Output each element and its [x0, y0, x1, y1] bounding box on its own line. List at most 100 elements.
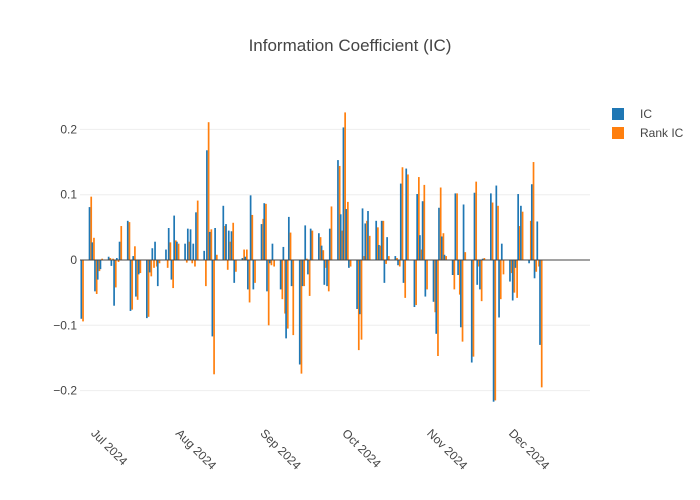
bar-rank-ic[interactable] [418, 177, 420, 260]
bar-rank-ic[interactable] [158, 260, 161, 264]
bar-rank-ic[interactable] [251, 214, 254, 260]
bar-ic[interactable] [498, 260, 500, 318]
bar-rank-ic[interactable] [210, 229, 213, 260]
bar-ic[interactable] [457, 260, 459, 276]
bar-rank-ic[interactable] [344, 112, 346, 260]
bar-ic[interactable] [137, 260, 140, 275]
legend[interactable]: IC Rank IC [612, 107, 684, 140]
bar-ic[interactable] [214, 228, 216, 260]
bar-ic[interactable] [470, 260, 473, 363]
bar-rank-ic[interactable] [254, 260, 256, 283]
bar-ic[interactable] [438, 207, 440, 260]
bar-rank-ic[interactable] [188, 241, 191, 260]
bar-rank-ic[interactable] [284, 260, 286, 314]
bar-ic[interactable] [241, 258, 244, 260]
legend-item-ic[interactable]: IC [612, 107, 652, 121]
bar-ic[interactable] [364, 223, 367, 260]
bar-ic[interactable] [225, 224, 227, 260]
bar-ic[interactable] [271, 243, 274, 260]
bar-ic[interactable] [110, 260, 113, 266]
bar-ic[interactable] [285, 260, 287, 339]
bar-rank-ic[interactable] [464, 252, 467, 260]
bar-ic[interactable] [380, 220, 383, 260]
bar-rank-ic[interactable] [215, 254, 218, 260]
bar-rank-ic[interactable] [538, 260, 540, 267]
bar-ic[interactable] [413, 260, 416, 308]
bar-rank-ic[interactable] [377, 227, 379, 260]
bar-rank-ic[interactable] [387, 256, 390, 260]
bar-ic[interactable] [282, 246, 285, 260]
bar-rank-ic[interactable] [404, 260, 407, 298]
bar-ic[interactable] [539, 260, 541, 345]
bar-ic[interactable] [356, 260, 358, 309]
bar-ic[interactable] [337, 160, 339, 260]
bar-rank-ic[interactable] [226, 260, 229, 270]
bar-rank-ic[interactable] [224, 226, 226, 260]
bar-rank-ic[interactable] [535, 260, 538, 272]
bar-ic[interactable] [233, 260, 236, 283]
bar-ic[interactable] [514, 260, 517, 268]
bar-ic[interactable] [91, 242, 94, 260]
bar-rank-ic[interactable] [243, 249, 245, 260]
bar-rank-ic[interactable] [480, 260, 483, 302]
bar-ic[interactable] [348, 260, 350, 268]
bar-ic[interactable] [298, 260, 301, 365]
bar-ic[interactable] [266, 260, 268, 292]
bar-ic[interactable] [323, 260, 326, 285]
bar-ic[interactable] [227, 230, 230, 260]
bar-rank-ic[interactable] [330, 206, 333, 260]
bar-ic[interactable] [476, 260, 479, 285]
bar-rank-ic[interactable] [453, 260, 456, 290]
bar-rank-ic[interactable] [281, 260, 284, 300]
bar-rank-ic[interactable] [325, 260, 327, 268]
bar-rank-ic[interactable] [385, 260, 387, 264]
bar-rank-ic[interactable] [265, 203, 267, 260]
bar-rank-ic[interactable] [347, 201, 349, 260]
bar-ic[interactable] [203, 250, 206, 260]
bar-rank-ic[interactable] [101, 258, 103, 260]
bar-rank-ic[interactable] [483, 258, 486, 260]
bar-ic[interactable] [318, 233, 320, 260]
bar-rank-ic[interactable] [169, 242, 172, 260]
bar-rank-ic[interactable] [494, 260, 497, 401]
bar-rank-ic[interactable] [292, 260, 295, 336]
bar-ic[interactable] [244, 256, 246, 260]
bar-rank-ic[interactable] [491, 202, 494, 260]
bar-rank-ic[interactable] [521, 211, 524, 260]
bar-rank-ic[interactable] [458, 260, 461, 295]
bar-ic[interactable] [307, 260, 309, 275]
bar-rank-ic[interactable] [289, 232, 292, 260]
bar-rank-ic[interactable] [472, 260, 475, 357]
bar-rank-ic[interactable] [382, 220, 385, 260]
bar-rank-ic[interactable] [194, 260, 196, 267]
bar-rank-ic[interactable] [155, 260, 158, 267]
bar-ic[interactable] [184, 243, 186, 260]
bar-ic[interactable] [96, 260, 99, 280]
bar-ic[interactable] [520, 205, 522, 260]
bar-ic[interactable] [260, 224, 263, 260]
bar-rank-ic[interactable] [456, 193, 458, 260]
bar-ic[interactable] [173, 215, 176, 260]
bar-rank-ic[interactable] [434, 260, 437, 313]
bar-rank-ic[interactable] [322, 250, 325, 260]
bar-ic[interactable] [135, 260, 137, 297]
bar-ic[interactable] [170, 260, 173, 280]
bar-ic[interactable] [424, 260, 427, 297]
bar-ic[interactable] [402, 260, 405, 283]
bar-rank-ic[interactable] [396, 258, 398, 260]
bar-ic[interactable] [375, 220, 378, 260]
bar-ic[interactable] [509, 260, 511, 282]
bar-ic[interactable] [132, 256, 135, 260]
bar-rank-ic[interactable] [478, 260, 480, 267]
bar-rank-ic[interactable] [270, 260, 273, 266]
bar-ic[interactable] [454, 193, 457, 260]
bar-ic[interactable] [481, 258, 484, 260]
bar-rank-ic[interactable] [95, 260, 98, 294]
bar-ic[interactable] [94, 260, 96, 292]
bar-rank-ic[interactable] [420, 249, 423, 260]
bar-rank-ic[interactable] [519, 226, 521, 260]
bar-ic[interactable] [88, 207, 91, 260]
bar-rank-ic[interactable] [475, 181, 478, 260]
bar-ic[interactable] [154, 241, 156, 260]
bar-rank-ic[interactable] [98, 260, 101, 272]
